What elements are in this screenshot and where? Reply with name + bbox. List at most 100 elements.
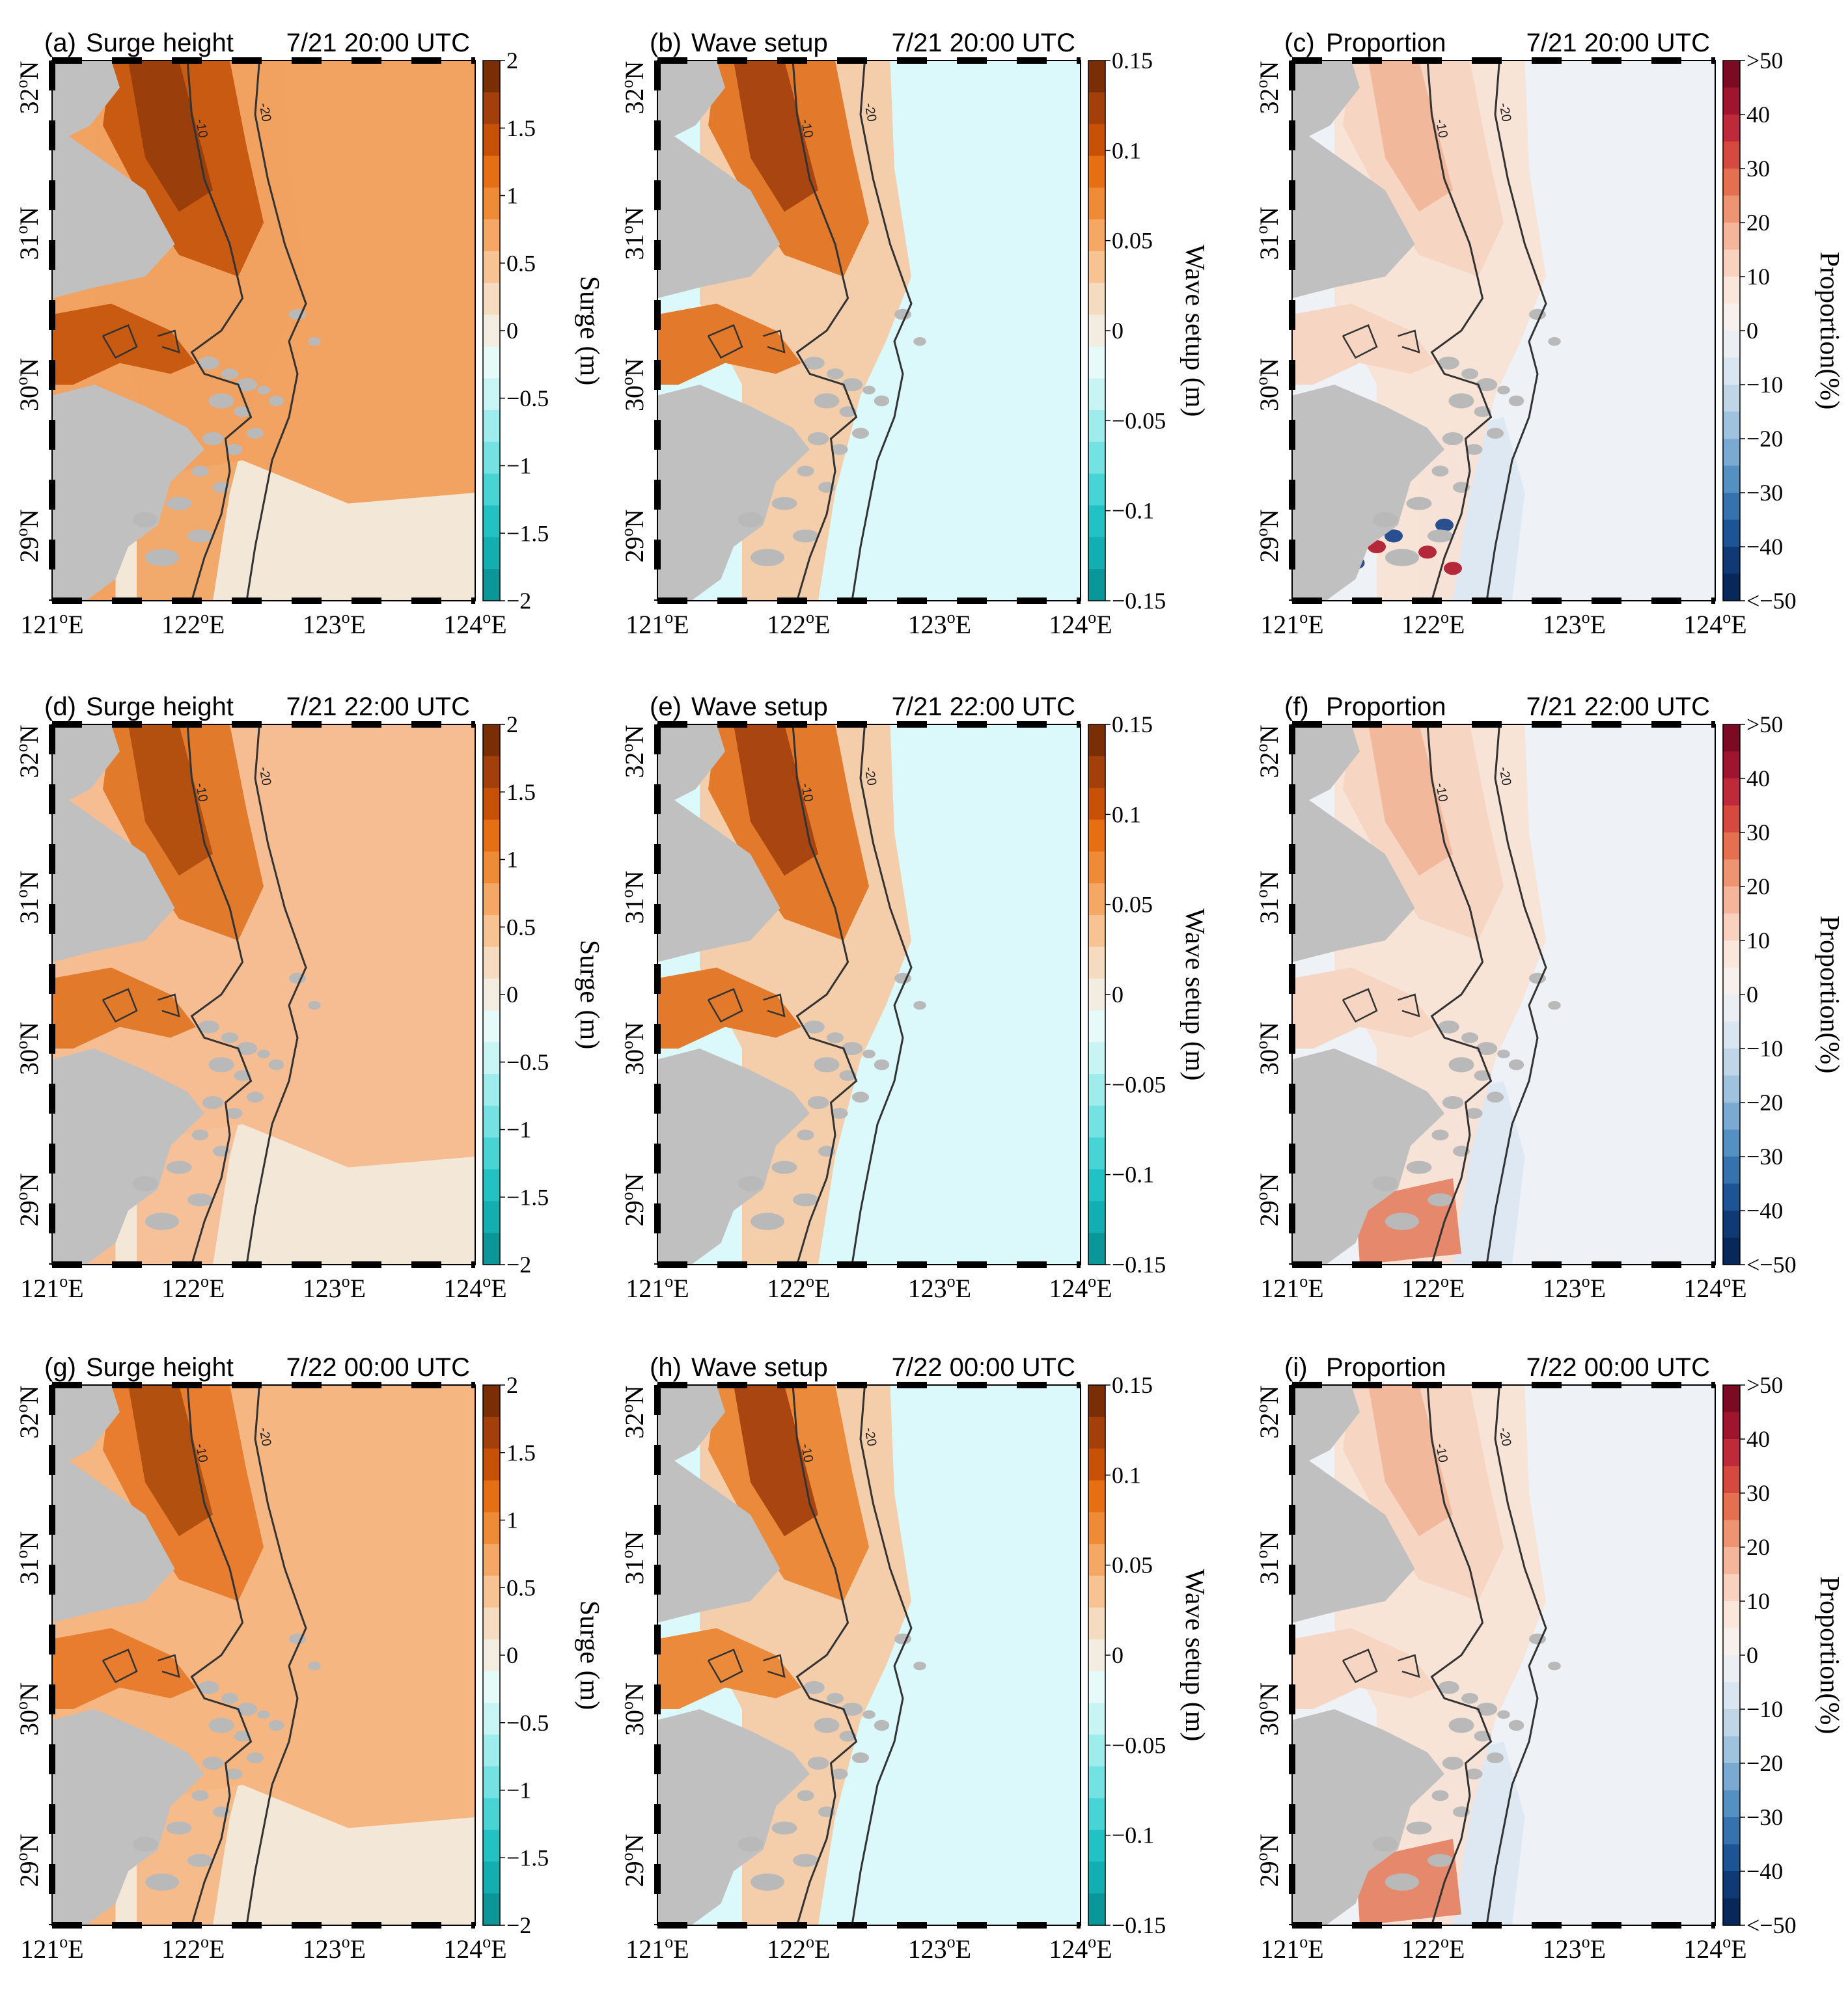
chongming-island — [64, 1477, 162, 1558]
colorbar-segment — [1088, 505, 1105, 538]
degree-mark: o — [1299, 1272, 1308, 1291]
degree-mark: o — [1582, 608, 1590, 627]
lat-value: 29 — [14, 1200, 44, 1226]
lon-value: 123 — [908, 1934, 947, 1964]
island — [225, 1108, 243, 1119]
island — [771, 1821, 797, 1835]
map-frame — [51, 724, 476, 1265]
colorbar-segment — [1723, 547, 1740, 575]
colorbar-segment — [483, 819, 500, 852]
lat-tick-label: 31oN — [12, 207, 44, 260]
colorbar-segment — [483, 1233, 500, 1265]
colorbar-segment — [483, 788, 500, 821]
island — [234, 406, 251, 417]
panel-title: Surge height — [86, 29, 234, 57]
south-land — [52, 385, 204, 601]
lat-tick-label: 32oN — [12, 1386, 44, 1439]
lon-value: 123 — [1543, 1274, 1582, 1303]
contour-label: -20 — [256, 1426, 274, 1447]
map-panel-a: -10-20(a) Surge height 7/21 20:00 UTC121oE… — [12, 29, 604, 639]
map-field: -10 -20 — [52, 724, 475, 1265]
colorbar-segment — [1723, 778, 1740, 806]
lon-tick-label: 121oE — [20, 1272, 83, 1303]
colorbar-segment — [483, 756, 500, 789]
panel-time: 7/22 00:00 UTC — [1526, 1353, 1710, 1382]
degree-mark: o — [12, 528, 31, 536]
island — [1487, 1752, 1504, 1763]
colorbar-segment — [1088, 1671, 1105, 1703]
lon-tick-label: 124oE — [1683, 608, 1746, 639]
degree-mark: o — [12, 1192, 31, 1200]
colorbar-segment — [483, 187, 500, 220]
degree-mark: o — [12, 377, 31, 385]
colorbar-setup: 0.15 0.1 0.05 0 −0.05 −0.1 −0.15 Wave setup (m) — [1088, 48, 1209, 614]
colorbar-segment — [483, 1766, 500, 1799]
map-frame — [1291, 60, 1716, 601]
contour-label: -10 — [1433, 782, 1450, 803]
colorbar-segment — [1088, 851, 1105, 884]
island — [852, 1752, 869, 1763]
island — [913, 1000, 926, 1010]
lat-value: 30 — [1254, 385, 1284, 411]
lon-value: 124 — [1683, 1934, 1722, 1964]
contour-20m — [245, 1385, 307, 1925]
lon-value: 122 — [161, 1934, 200, 1964]
lat-value: 30 — [620, 385, 649, 411]
lat-suffix: N — [14, 1531, 44, 1550]
degree-mark: o — [665, 1932, 673, 1951]
island — [166, 1821, 192, 1835]
colorbar-segment — [1088, 1448, 1105, 1481]
colorbar-segment — [1088, 1416, 1105, 1449]
colorbar-segment — [483, 914, 500, 948]
degree-mark: o — [12, 79, 31, 88]
degree-mark: o — [618, 1852, 637, 1861]
panel-letter: (b) — [650, 29, 682, 57]
colorbar-label: Proportion(%) — [1814, 252, 1844, 410]
island — [268, 1059, 284, 1071]
lon-tick-label: 122oE — [1401, 1932, 1465, 1964]
contour-10m-loop — [158, 329, 180, 354]
lon-suffix: E — [1308, 1934, 1323, 1964]
lon-value: 121 — [20, 1274, 59, 1303]
estuary-peak-zone — [128, 61, 213, 212]
panel-time: 7/21 22:00 UTC — [892, 693, 1075, 721]
lon-tick-label: 121oE — [626, 608, 689, 639]
colorbar-segment — [1088, 156, 1105, 188]
hangzhou-bay-zone — [1292, 1628, 1436, 1709]
lon-suffix: E — [1590, 610, 1606, 639]
contour-10m-loop — [763, 993, 786, 1018]
lon-value: 122 — [161, 1274, 200, 1303]
colorbar-segment — [1723, 1790, 1740, 1818]
island — [191, 465, 209, 477]
lon-tick-label: 121oE — [626, 1272, 689, 1303]
lon-suffix: E — [1096, 610, 1112, 639]
colorbar-tick-label: 2 — [506, 1372, 518, 1398]
colorbar-segment — [483, 1074, 500, 1106]
chongming-island — [1304, 816, 1402, 898]
colorbar-tick-label: 0.05 — [1112, 892, 1153, 918]
map-frame — [1291, 724, 1716, 1265]
lon-tick-label: 123oE — [908, 1932, 971, 1964]
degree-mark: o — [1252, 890, 1271, 898]
colorbar-segment — [1088, 1010, 1105, 1043]
lon-tick-label: 121oE — [20, 608, 83, 639]
island — [202, 1757, 224, 1770]
colorbar-segment — [1088, 410, 1105, 443]
colorbar-segment — [1723, 1466, 1740, 1494]
colorbar-segment — [483, 441, 500, 474]
island — [874, 1720, 890, 1731]
map-field: -10 -20 — [1292, 724, 1715, 1265]
colorbar-tick-label: −10 — [1746, 372, 1783, 398]
lat-tick-label: 29oN — [618, 1833, 649, 1887]
island — [862, 1049, 876, 1058]
colorbar-tick-label: 0.5 — [506, 1574, 536, 1600]
island-anomaly — [1435, 518, 1454, 532]
island — [1431, 465, 1449, 477]
colorbar-segment — [483, 851, 500, 884]
island — [208, 1718, 234, 1733]
colorbar-segment — [483, 473, 500, 506]
island — [1427, 1854, 1453, 1867]
panel-letter: (e) — [650, 693, 682, 721]
